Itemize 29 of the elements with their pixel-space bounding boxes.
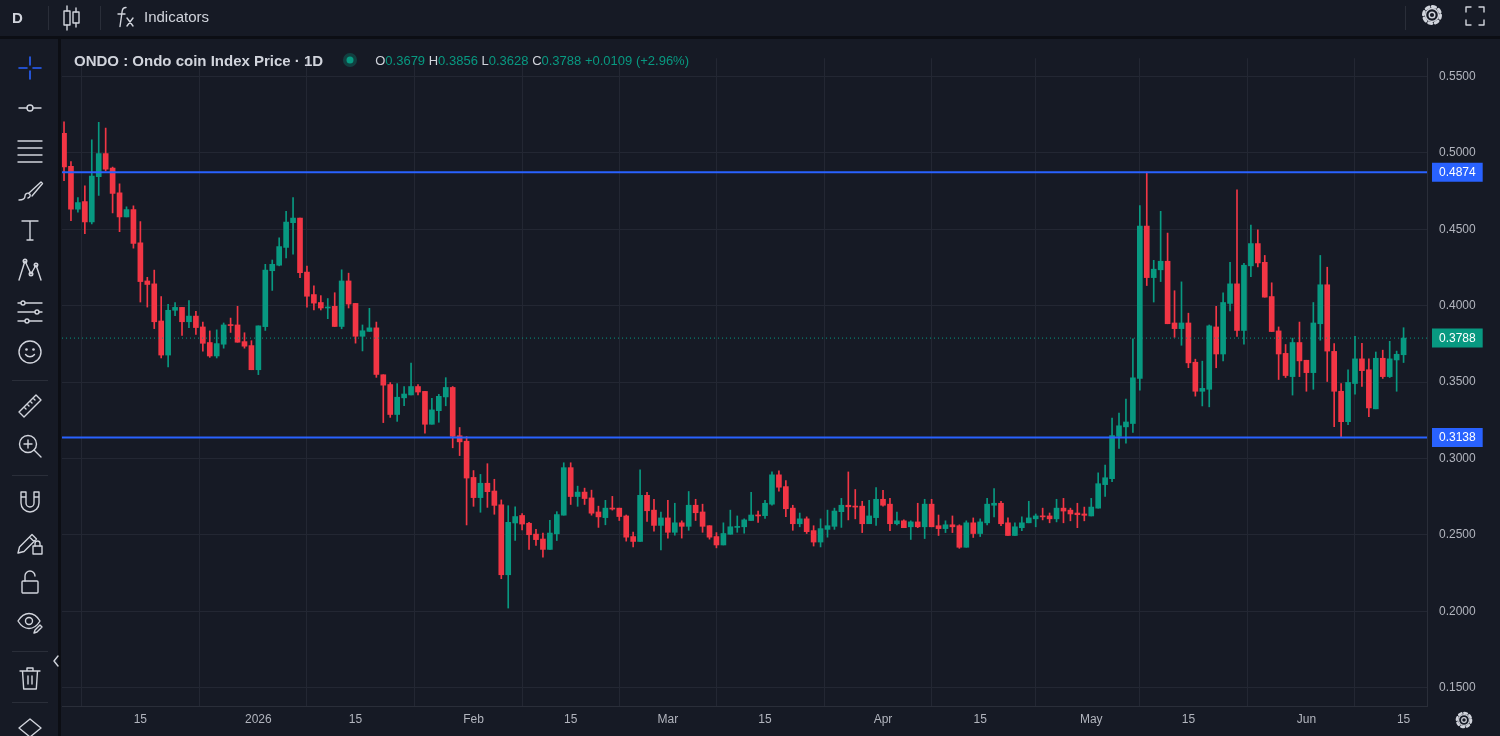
chart-title: ONDO : Ondo coin Index Price · 1D: [74, 51, 324, 69]
text: Indicators: [144, 8, 210, 25]
y-tick-label: 0.5500: [1439, 68, 1477, 83]
x-tick-label: Mar: [657, 711, 679, 726]
x-tick-label: 15: [133, 711, 148, 726]
ref-line-label: 0.3788: [1439, 330, 1477, 345]
x-tick-label: 15: [564, 711, 578, 726]
x-tick-label: 15: [973, 711, 988, 726]
x-tick-label: 2026: [245, 711, 273, 726]
x-tick-label: 15: [1181, 711, 1196, 726]
text: D: [12, 9, 23, 26]
x-tick-label: Feb: [463, 711, 485, 726]
ref-line-label: 0.3138: [1439, 430, 1477, 445]
y-tick-label: 0.4000: [1439, 298, 1477, 313]
x-tick-label: May: [1079, 711, 1103, 726]
x-tick-label: Jun: [1296, 711, 1317, 726]
y-tick-label: 0.1500: [1439, 679, 1477, 694]
text: O0.3679 H0.3856 L0.3628 C0.3788 +0.0109 (+2.96%): [375, 52, 690, 68]
x-tick-label: 15: [348, 711, 363, 726]
x-tick-label: 15: [1396, 711, 1411, 726]
y-tick-label: 0.3500: [1439, 374, 1477, 389]
y-tick-label: 0.2500: [1439, 527, 1477, 542]
x-tick-label: 15: [758, 711, 773, 726]
y-tick-label: 0.4500: [1439, 221, 1477, 236]
x-tick-label: Apr: [873, 711, 893, 726]
ref-line-label: 0.4874: [1439, 164, 1477, 179]
y-tick-label: 0.3000: [1439, 450, 1477, 465]
y-tick-label: 0.2000: [1439, 603, 1477, 618]
y-tick-label: 0.5000: [1439, 145, 1477, 160]
